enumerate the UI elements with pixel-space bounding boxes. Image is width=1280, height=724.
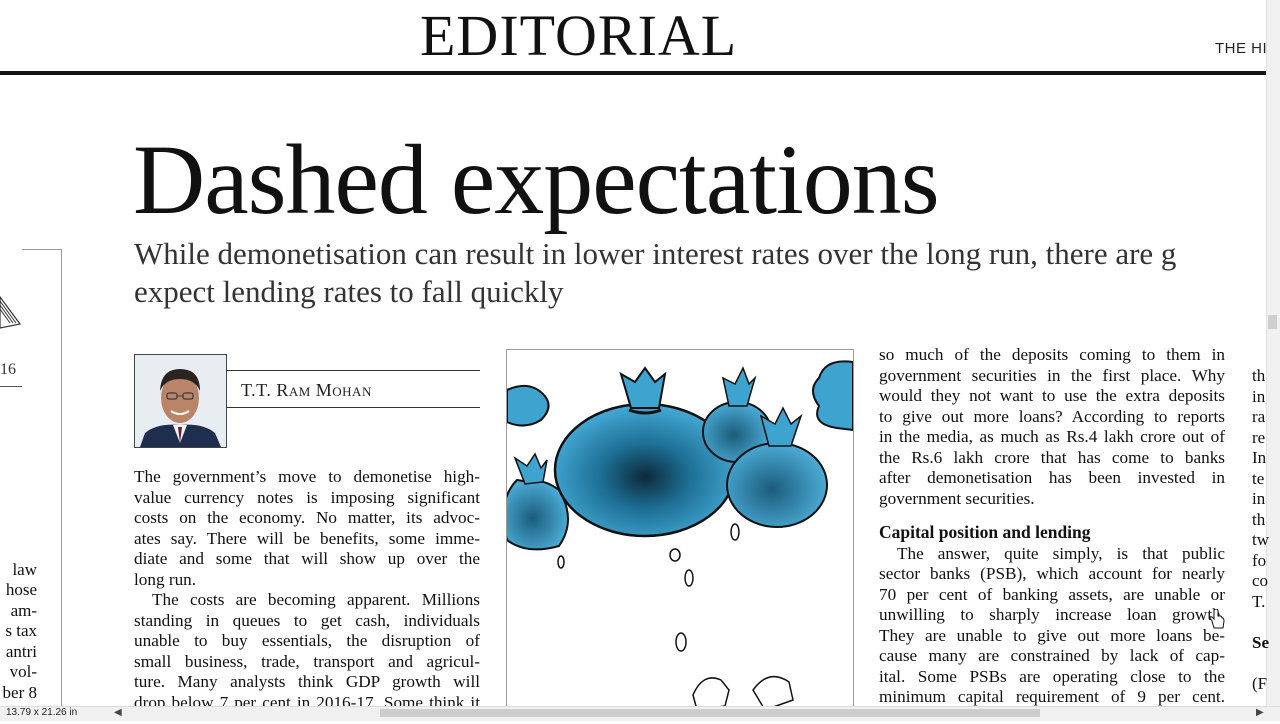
text-line: in the media, as much as Rs.4 lakh crore…	[879, 427, 1225, 446]
page-number-rule	[0, 386, 22, 387]
text-fragment	[1252, 612, 1270, 633]
text-fragment: th	[1252, 509, 1266, 529]
text-line: government securities in the first place…	[879, 365, 1225, 385]
text-line: ital. Some PSBs are operating close to t…	[879, 666, 1225, 686]
text-fragment: te	[1252, 468, 1265, 488]
page-size-readout: 13.79 x 21.26 in	[6, 707, 78, 718]
section-masthead: EDITORIAL	[420, 3, 738, 68]
newspaper-name-fragment: THE HI	[1215, 40, 1268, 57]
text-line: would they not want to use the extra dep…	[879, 386, 1225, 405]
text-fragment: hose	[5, 580, 37, 599]
text-fragment: th	[1252, 366, 1266, 385]
text-fragment: vol-	[9, 662, 37, 681]
text-line: standing in queues to get cash, individu…	[134, 610, 480, 630]
article-headline: Dashed expectations	[133, 124, 940, 235]
text-line: The costs are becoming apparent. Million…	[152, 590, 480, 609]
text-fragment: antri	[5, 641, 37, 661]
text-line: minimum capital requirement of 9 per cen…	[879, 687, 1225, 706]
text-line: small business, trade, transport and agr…	[134, 651, 480, 671]
text-fragment: T.	[1252, 591, 1266, 611]
text-fragment	[0, 539, 37, 560]
editorial-cartoon	[506, 349, 854, 711]
text-fragment: law	[12, 559, 37, 579]
text-fragment: tw	[1252, 530, 1269, 549]
text-line: The answer, quite simply, is that public	[897, 543, 1225, 563]
text-fragment: am-	[10, 600, 37, 620]
author-byline: T.T. Ram Mohan	[241, 380, 372, 400]
vertical-scrollbar[interactable]	[1266, 0, 1280, 706]
page-number: 16	[0, 361, 16, 378]
text-line: 70 per cent of banking assets, are unabl…	[879, 584, 1225, 604]
text-line: sector banks (PSB), which account for ne…	[879, 564, 1225, 583]
section-subhead: Capital position and lending	[879, 522, 1091, 542]
text-fragment	[1252, 653, 1270, 674]
hand-cursor-icon	[1209, 608, 1225, 634]
text-fragment: Se	[1252, 632, 1269, 652]
author-photo	[134, 354, 227, 448]
text-fragment: ra	[1252, 407, 1266, 426]
text-fragment: In	[1252, 448, 1267, 467]
text-fragment: ber 8	[2, 682, 37, 702]
author-rule-bottom	[226, 407, 480, 408]
masthead-rule	[0, 71, 1268, 75]
chevron-right-icon[interactable]: ▶	[1256, 707, 1264, 718]
chevron-left-icon[interactable]: ◀	[114, 707, 122, 718]
article-standfirst: While demonetisation can result in lower…	[134, 235, 1269, 311]
text-line: government securities.	[879, 488, 1035, 508]
text-fragment: re	[1252, 427, 1266, 447]
text-fragment: (F	[1252, 673, 1268, 693]
text-line: diate and some that will show up over th…	[134, 549, 480, 568]
text-line: They are unable to give out more loans b…	[879, 625, 1225, 645]
text-fragment: in	[1252, 489, 1266, 508]
text-line: ates say. There will be benefits, some i…	[134, 528, 480, 548]
text-line: unable to buy essentials, the disruption…	[134, 631, 480, 650]
text-line: costs on the economy. No matter, its adv…	[134, 508, 480, 527]
standfirst-line-2: expect lending rates to fall quickly	[134, 274, 564, 309]
text-line: to give out more loans? According to rep…	[879, 406, 1225, 426]
text-line: so much of the deposits coming to them i…	[879, 345, 1225, 364]
standfirst-line-1: While demonetisation can result in lower…	[134, 236, 1177, 271]
vertical-scrollbar-thumb[interactable]	[1268, 315, 1277, 329]
text-fragment: s tax	[5, 621, 37, 640]
text-line: cause many are constrained by lack of ca…	[879, 646, 1225, 665]
book-icon	[0, 292, 22, 335]
neighbor-article-frame	[22, 249, 62, 720]
text-line: unwilling to sharply increase loan growt…	[879, 605, 1225, 624]
horizontal-scrollbar-thumb[interactable]	[380, 709, 1040, 717]
author-rule-top	[226, 370, 480, 371]
text-fragment: fo	[1252, 550, 1267, 570]
text-line: ture. Many analysts think GDP growth wil…	[134, 672, 480, 691]
text-line: The government’s move to demonetise high…	[134, 467, 480, 486]
text-line: long run.	[134, 569, 197, 589]
text-line: value currency notes is imposing signifi…	[134, 487, 480, 507]
article-column-middle: so much of the deposits coming to them i…	[879, 345, 1225, 708]
text-fragment: in	[1252, 386, 1266, 406]
text-line: the Rs.6 lakh crore that has come to ban…	[879, 447, 1225, 467]
next-column-fragment: th in ra re In te in th tw fo co T. Se (F	[1252, 366, 1270, 694]
text-line: after demonetisation has been invested i…	[879, 468, 1225, 487]
text-fragment: co	[1252, 571, 1269, 590]
article-column-left: The government’s move to demonetise high…	[134, 467, 480, 713]
